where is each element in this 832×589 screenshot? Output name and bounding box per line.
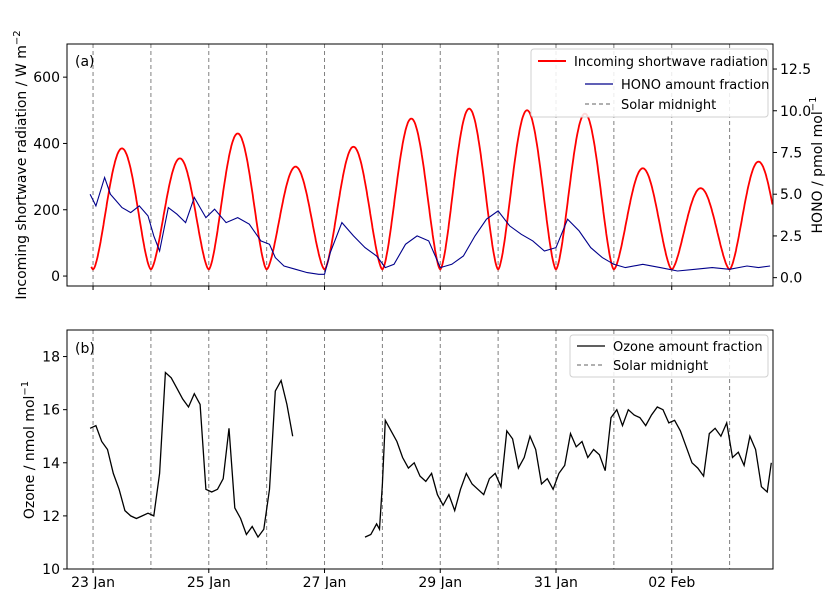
- legend-midnight-label-a: Solar midnight: [621, 98, 716, 113]
- right-ylabel-sup: −1: [808, 97, 819, 112]
- panel-b: 10 12 14 16 18 23 Jan 25 Jan 27 Jan 29 Jan 31 Ja…: [20, 329, 774, 589]
- legend-hono-label: HONO amount fraction: [621, 78, 769, 93]
- panel-a-left-axis: 0 200 400 600: [33, 70, 67, 285]
- panel-a: 0 200 400 600 0.0 2.5 5.0 7.5 10.0 12.5 (a) Inco…: [12, 30, 826, 299]
- legend-midnight-label-b: Solar midnight: [613, 359, 708, 374]
- panel-a-right-axis: 0.0 2.5 5.0 7.5 10.0 12.5: [773, 62, 811, 287]
- panel-a-legend-box: [530, 48, 769, 118]
- panel-a-midnight-lines: [92, 44, 731, 286]
- y-tick-label: 14: [42, 456, 60, 472]
- panel-a-left-ylabel: Incoming shortwave radiation / W m−2: [12, 30, 30, 299]
- hono-line: [89, 175, 771, 275]
- ozone-series: [89, 371, 772, 539]
- right-ylabel-text: HONO / pmol mol: [810, 111, 826, 233]
- y-tick-label: 12: [42, 509, 60, 525]
- legend-radiation-label: Incoming shortwave radiation: [574, 55, 768, 70]
- radiation-series: [90, 107, 774, 271]
- panel-b-frame: [66, 329, 774, 570]
- panel-b-midnight-lines: [92, 330, 731, 569]
- panel-b-ylabel: Ozone / nmol mol−1: [20, 381, 38, 519]
- y-tick-label: 0: [51, 269, 60, 285]
- ozone-ylabel-sup: −1: [20, 381, 31, 396]
- panel-b-y-axis: 10 12 14 16 18: [42, 350, 67, 578]
- panel-b-x-axis: 23 Jan 25 Jan 27 Jan 29 Jan 31 Jan 02 Feb: [71, 569, 695, 589]
- y-tick-label: 400: [33, 136, 60, 152]
- y-tick-label: 16: [42, 403, 60, 419]
- left-ylabel-sup: −2: [12, 30, 23, 45]
- y-tick-label: 600: [33, 70, 60, 86]
- panel-b-legend: Ozone amount fraction Solar midnight: [569, 334, 769, 378]
- x-tick-label: 02 Feb: [648, 575, 695, 589]
- radiation-line: [90, 107, 774, 271]
- panel-b-legend-box: [569, 334, 769, 378]
- panel-b-label: (b): [75, 341, 95, 357]
- panel-a-legend: Incoming shortwave radiation HONO amount…: [530, 48, 769, 118]
- ozone-ylabel-text: Ozone / nmol mol: [22, 396, 38, 520]
- x-tick-label: 25 Jan: [187, 575, 231, 589]
- x-tick-label: 23 Jan: [71, 575, 115, 589]
- x-tick-label: 31 Jan: [534, 575, 578, 589]
- y-tick-label: 10: [42, 562, 60, 578]
- y-tick-label-right: 7.5: [780, 145, 802, 161]
- y-tick-label-right: 12.5: [780, 62, 811, 78]
- hono-series: [89, 175, 771, 275]
- y-tick-label: 18: [42, 350, 60, 366]
- panel-a-x-axis: [92, 286, 673, 290]
- panel-a-right-ylabel: HONO / pmol mol−1: [808, 97, 826, 234]
- x-tick-label: 27 Jan: [303, 575, 347, 589]
- y-tick-label-right: 10.0: [780, 104, 811, 120]
- panel-a-label: (a): [75, 54, 95, 70]
- y-tick-label: 200: [33, 203, 60, 219]
- y-tick-label-right: 5.0: [780, 187, 802, 203]
- y-tick-label-right: 2.5: [780, 229, 802, 245]
- legend-ozone-label: Ozone amount fraction: [613, 340, 763, 355]
- x-tick-label: 29 Jan: [418, 575, 462, 589]
- panel-a-frame: [66, 43, 774, 287]
- ozone-line-segment: [364, 406, 772, 538]
- ozone-line-segment: [89, 371, 294, 539]
- left-ylabel-text: Incoming shortwave radiation / W m: [14, 45, 30, 299]
- y-tick-label-right: 0.0: [780, 271, 802, 287]
